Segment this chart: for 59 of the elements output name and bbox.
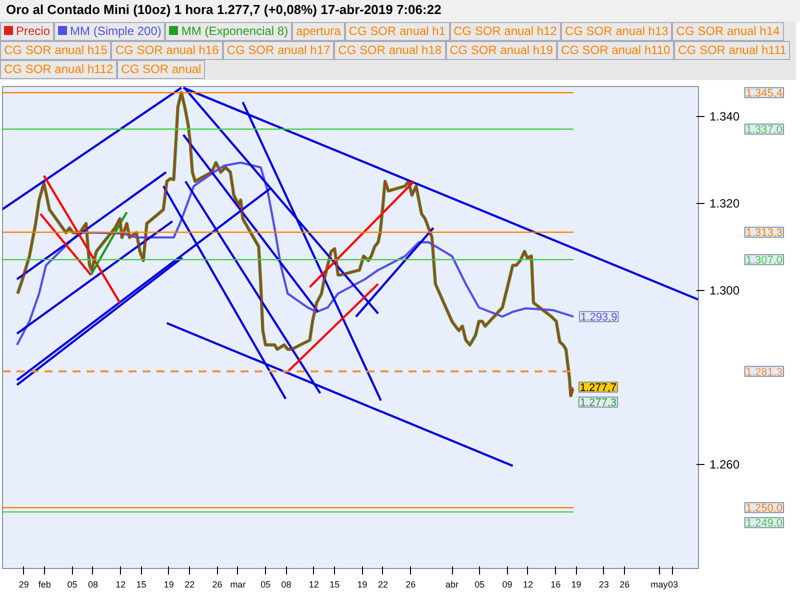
x-tick-label: 19 (164, 580, 174, 590)
text: CG SOR anual h17 (222, 41, 334, 60)
x-tick-label: 26 (212, 580, 222, 590)
x-tick-label: 05 (260, 580, 271, 590)
x-tick-label: 23 (598, 580, 609, 590)
x-tick-label: may (650, 580, 668, 590)
x-tick-label: 12 (308, 580, 319, 590)
text: CG SOR anual (117, 60, 206, 79)
y-tick-label: 1.320 (710, 196, 740, 211)
x-tick-label: 22 (378, 580, 388, 590)
ref-line-label: 1.250,0 (746, 502, 783, 515)
text: CG SOR anual h14 (672, 22, 784, 41)
x-tick-label: feb (38, 580, 51, 590)
x-tick-label: 15 (330, 580, 340, 590)
x-tick-label: 19 (571, 580, 582, 590)
x-tick-label: 26 (406, 580, 416, 590)
x-tick-label: 08 (88, 580, 98, 590)
x-tick-label: 03 (668, 580, 678, 590)
x-tick-label: 16 (550, 580, 561, 590)
x-tick-label: mar (230, 580, 246, 590)
text: CG SOR anual h13 (560, 22, 672, 41)
data-label: 1.277,7 (580, 382, 617, 394)
x-tick-label: 22 (184, 580, 195, 590)
text: apertura (292, 22, 345, 41)
ref-line-label: 1.307,0 (746, 254, 783, 267)
legend-label: MM (Simple 200) (54, 22, 166, 41)
text: CG SOR anual h12 (450, 22, 561, 41)
legend-label: Precio (0, 22, 54, 41)
ref-line-label: 1.337,0 (746, 124, 783, 136)
text: CG SOR anual h1 (344, 22, 450, 41)
text: CG SOR anual h15 (0, 41, 112, 60)
text: CG SOR anual h19 (446, 41, 557, 60)
text: CG SOR anual h16 (111, 41, 223, 60)
data-label: 1.277,3 (580, 397, 617, 410)
text: CG SOR anual h18 (334, 41, 446, 60)
y-tick-label: 1.260 (710, 458, 740, 472)
ref-line-label: 1.313,3 (746, 227, 783, 240)
y-tick-label: 1.340 (710, 110, 740, 124)
legend-label: MM (Exponencial 8) (165, 22, 292, 41)
x-tick-label: 08 (281, 580, 292, 590)
x-tick-label: 09 (502, 580, 512, 590)
x-tick-label: 26 (620, 580, 630, 590)
ref-line-label: 1.281,3 (746, 366, 783, 378)
x-tick-label: 12 (522, 580, 533, 590)
x-tick-label: 05 (474, 580, 485, 590)
x-tick-label: 29 (18, 580, 29, 590)
data-label: 1.293,9 (580, 312, 618, 324)
x-tick-label: 12 (116, 580, 126, 590)
x-tick-label: 15 (136, 580, 146, 590)
text: CG SOR anual h111 (674, 41, 790, 60)
x-tick-label: 19 (357, 580, 368, 590)
x-tick-label: 05 (67, 580, 78, 590)
chart-title: Oro al Contado Mini (10oz) 1 hora 1.277,7 (+0,08%) 17-abr-2019 7:06:22 (6, 2, 442, 17)
text: CG SOR anual h112 (0, 60, 118, 79)
ref-line-label: 1.249,0 (746, 518, 783, 530)
text: CG SOR anual h110 (556, 41, 674, 60)
y-tick-label: 1.300 (710, 284, 740, 298)
x-tick-label: abr (445, 580, 459, 590)
ref-line-label: 1.345,4 (746, 88, 783, 100)
